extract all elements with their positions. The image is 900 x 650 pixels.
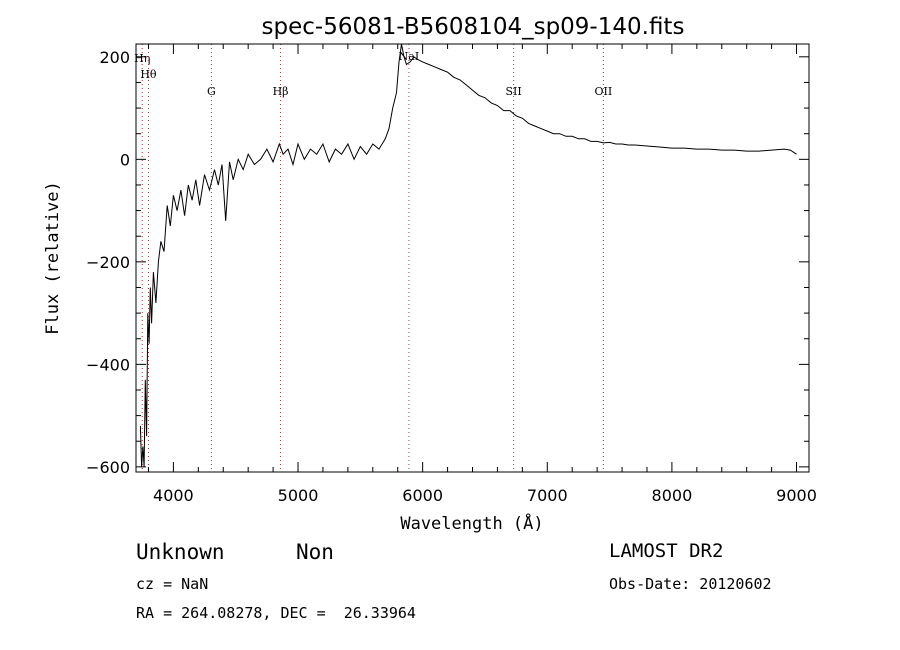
marker-label: Hη [134,52,150,65]
marker-label: NaI [399,50,420,63]
marker-label: Hβ [273,85,289,98]
marker-label: G [207,85,216,98]
marker-label: Hθ [140,68,157,81]
x-tick-label: 9000 [776,486,817,505]
marker-label: SII [506,85,522,98]
y-axis: −600 −400 −200 0 200 [86,48,809,477]
coordinates-readout: RA = 264.08278, DEC = 26.33964 [136,604,416,622]
x-tick-label: 5000 [278,486,319,505]
y-tick-label: −400 [86,355,130,374]
chart-title: spec-56081-B5608104_sp09-140.fits [262,14,685,40]
x-axis: 4000 5000 6000 7000 8000 9000 [147,44,817,505]
object-subclass: Non [296,540,334,564]
y-tick-label: 200 [99,48,130,67]
x-tick-label: 4000 [153,486,194,505]
object-class: Unknown [136,540,225,564]
obs-date: Obs-Date: 20120602 [609,575,772,593]
y-tick-label: 0 [120,150,130,169]
marker-label: OII [595,85,613,98]
flux-spectrum-line [139,43,797,467]
x-axis-label: Wavelength (Å) [400,512,543,534]
y-tick-label: −200 [86,253,130,272]
survey-name: LAMOST DR2 [609,540,724,562]
y-axis-label: Flux (relative) [43,181,63,335]
x-tick-label: 8000 [652,486,693,505]
plot-frame [135,43,810,473]
line-markers: Hη Hθ G Hβ NaI SII OII [134,44,612,472]
redshift-readout: cz = NaN [136,575,209,593]
y-tick-label: −600 [86,458,130,477]
x-tick-label: 7000 [527,486,568,505]
x-tick-label: 6000 [402,486,443,505]
